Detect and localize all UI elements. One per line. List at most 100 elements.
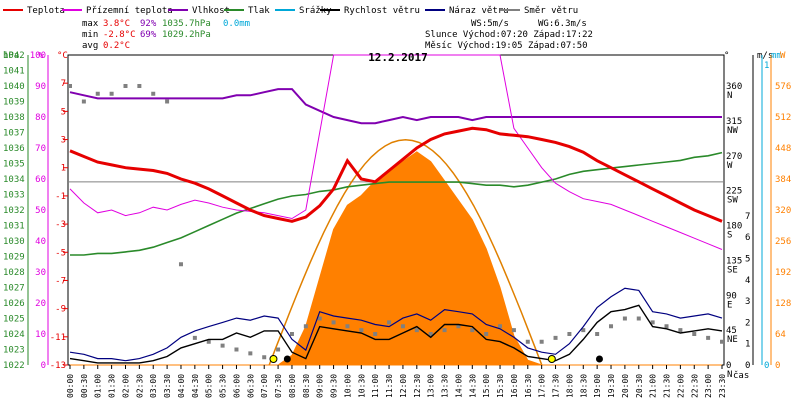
- wind-direction-point: [581, 328, 586, 333]
- time-tick-label: 17:30: [552, 374, 561, 398]
- time-tick-label: 15:00: [482, 374, 491, 398]
- wind-direction-point: [303, 324, 308, 329]
- pressure-tick-label: 1041: [3, 67, 25, 77]
- legend: Teplota Přízemní teplota Vlhkost Tlak Srážky…: [3, 6, 578, 16]
- direction-tick-label: 135: [726, 256, 742, 266]
- stats-min-hum: 69%: [140, 30, 157, 40]
- time-tick-label: 13:30: [441, 374, 450, 398]
- humidity-tick-label: 80: [35, 113, 46, 123]
- axis-headers: hPa % °C ° m/s mm W čas: [3, 51, 786, 381]
- wm2-header: W: [780, 51, 786, 61]
- wind-direction-point: [553, 335, 558, 340]
- wind-sun-block: WS:5m/s WG:6.3m/s Slunce Východ:07:20 Zá…: [425, 19, 593, 51]
- humidity-tick-label: 40: [35, 237, 46, 247]
- time-tick-label: 14:00: [454, 374, 463, 398]
- time-tick-label: 15:30: [496, 374, 505, 398]
- solar-tick-label: 128: [775, 299, 791, 309]
- rain-tick-label: 1: [764, 61, 769, 71]
- pressure-tick-label: 1027: [3, 284, 25, 294]
- temperature-line: [69, 126, 723, 223]
- pressure-tick-label: 1026: [3, 299, 25, 309]
- wind-direction-point: [498, 324, 503, 329]
- time-tick-label: 21:00: [649, 374, 658, 398]
- direction-tick-label: 45: [726, 326, 737, 336]
- legend-label: Náraz větru: [449, 6, 509, 16]
- stats-min-press: 1029.2hPa: [162, 30, 211, 40]
- pct-header: %: [38, 51, 44, 61]
- direction-label: SE: [727, 265, 738, 275]
- wind-direction-point: [622, 316, 627, 321]
- temp-tick-label: -1: [55, 192, 66, 202]
- direction-tick-label: 315: [726, 117, 742, 127]
- event-markers: [269, 355, 603, 363]
- stats-avg-temp: 0.2°C: [103, 41, 130, 51]
- wind-direction-point: [262, 355, 267, 360]
- time-tick-label: 04:00: [177, 374, 186, 398]
- solar-tick-label: 448: [775, 144, 791, 154]
- wind-direction-point: [289, 332, 294, 336]
- wind-tick-label: 7: [745, 212, 750, 222]
- stats-min-label: min: [82, 30, 98, 40]
- wind-direction-point: [331, 320, 336, 325]
- wind-direction-point: [400, 324, 405, 329]
- wind-direction-point: [692, 332, 697, 336]
- pressure-tick-label: 1032: [3, 206, 25, 216]
- degc-header: °C: [57, 51, 68, 61]
- wind-tick-label: 2: [745, 318, 750, 328]
- temp-tick-label: -3: [55, 220, 66, 230]
- time-tick-label: 03:00: [149, 374, 158, 398]
- wind-gust-text: WG:6.3m/s: [538, 19, 587, 29]
- temp-tick-label: -7: [55, 276, 66, 286]
- direction-label: S: [727, 231, 732, 241]
- wind-direction-point: [206, 339, 211, 344]
- solar-tick-label: 192: [775, 268, 791, 278]
- time-tick-label: 20:30: [635, 374, 644, 398]
- wind-direction-point: [317, 316, 322, 321]
- wind-tick-label: 5: [745, 254, 750, 264]
- wind-direction-point: [68, 84, 72, 88]
- time-tick-label: 18:30: [579, 374, 588, 398]
- time-tick-label: 10:00: [343, 374, 352, 398]
- time-tick-label: 14:30: [468, 374, 477, 398]
- wind-direction-point: [137, 84, 142, 88]
- pressure-tick-label: 1040: [3, 82, 25, 92]
- legend-label: Přízemní teplota: [86, 6, 173, 16]
- time-tick-label: 00:00: [66, 374, 75, 398]
- wind-direction-point: [636, 316, 641, 321]
- pressure-tick-label: 1035: [3, 160, 25, 170]
- solar-tick-label: 320: [775, 206, 791, 216]
- time-tick-label: 12:30: [413, 374, 422, 398]
- wind-direction-point: [151, 91, 156, 96]
- wind-direction-point: [678, 328, 683, 333]
- time-tick-label: 16:30: [524, 374, 533, 398]
- humidity-tick-label: 90: [35, 82, 46, 92]
- wind-direction-point: [95, 91, 100, 96]
- sunset-marker: [547, 355, 556, 363]
- humidity-tick-label: 50: [35, 206, 46, 216]
- wind-tick-label: 4: [745, 276, 750, 286]
- sunrise-marker: [269, 355, 278, 363]
- time-tick-label: 02:00: [121, 374, 130, 398]
- temp-tick-label: -11: [50, 333, 66, 343]
- time-tick-label: 01:00: [94, 374, 103, 398]
- wind-direction-point: [525, 339, 530, 344]
- temp-tick-label: 7: [61, 79, 66, 89]
- pressure-tick-label: 1039: [3, 98, 25, 108]
- legend-label: Rychlost větru: [344, 6, 420, 16]
- wind-direction-point: [511, 328, 516, 333]
- sun-times: Slunce Východ:07:20 Západ:17:22: [425, 30, 593, 40]
- direction-tick-label: 270: [726, 152, 742, 162]
- chart-date: 12.2.2017: [368, 51, 428, 64]
- wind-speed-text: WS:5m/s: [471, 19, 509, 29]
- pressure-tick-label: 1028: [3, 268, 25, 278]
- direction-label: NE: [727, 335, 738, 345]
- time-tick-label: 22:00: [676, 374, 685, 398]
- pressure-tick-label: 1023: [3, 346, 25, 356]
- wind-direction-point: [442, 328, 447, 333]
- wind-direction-point: [484, 332, 489, 336]
- time-tick-label: 13:00: [427, 374, 436, 398]
- direction-label: N: [727, 370, 732, 380]
- stats-max-press: 1035.7hPa: [162, 19, 211, 29]
- legend-label: Tlak: [248, 6, 270, 16]
